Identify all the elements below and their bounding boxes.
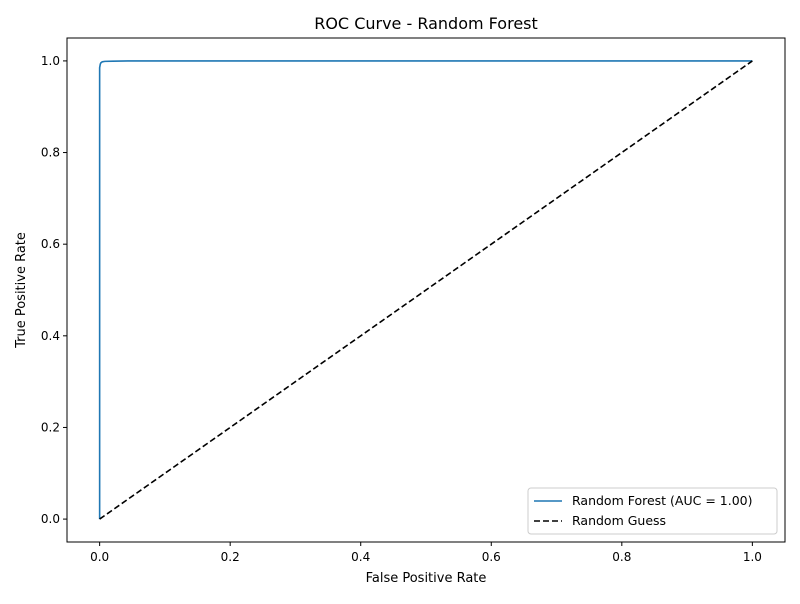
x-tick-label: 0.8: [612, 550, 631, 564]
legend: Random Forest (AUC = 1.00) Random Guess: [527, 487, 778, 535]
legend-label-random-guess: Random Guess: [572, 513, 666, 528]
series-line-random-guess: [99, 60, 753, 520]
plot-area: 0.0 0.2 0.4 0.6 0.8 1.0 0.0 0.2 0.4 0.6 0.8 1.0: [41, 37, 786, 564]
axes-frame: [66, 37, 786, 543]
chart-title: ROC Curve - Random Forest: [314, 14, 538, 33]
x-tick-label: 1.0: [743, 550, 762, 564]
legend-box: [527, 487, 778, 535]
y-tick-label: 0.0: [41, 512, 60, 526]
x-tick-label: 0.0: [90, 550, 109, 564]
y-tick-label: 0.6: [41, 237, 60, 251]
y-tick-label: 0.2: [41, 420, 60, 434]
y-axis-label: True Positive Rate: [14, 232, 29, 349]
legend-label-random-forest: Random Forest (AUC = 1.00): [572, 493, 753, 508]
y-tick-label: 0.4: [41, 329, 60, 343]
x-axis-label: False Positive Rate: [366, 571, 487, 586]
x-tick-label: 0.2: [221, 550, 240, 564]
x-tick-label: 0.6: [482, 550, 501, 564]
y-tick-label: 1.0: [41, 54, 60, 68]
y-tick-label: 0.8: [41, 146, 60, 160]
x-tick-label: 0.4: [351, 550, 370, 564]
series-line-random-forest: [98, 60, 753, 520]
